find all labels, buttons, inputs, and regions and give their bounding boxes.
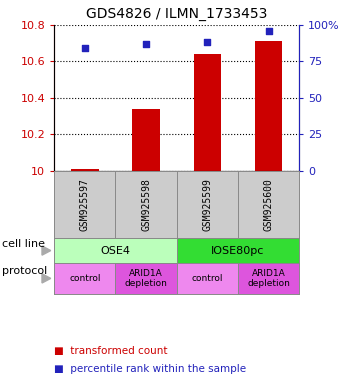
Bar bbox=[132, 109, 160, 171]
Text: ■  transformed count: ■ transformed count bbox=[54, 346, 168, 356]
Text: IOSE80pc: IOSE80pc bbox=[211, 245, 265, 256]
Text: control: control bbox=[192, 274, 223, 283]
Text: cell line: cell line bbox=[2, 238, 45, 249]
Polygon shape bbox=[42, 246, 51, 255]
Point bbox=[144, 41, 149, 47]
Text: ARID1A
depletion: ARID1A depletion bbox=[247, 269, 290, 288]
Point bbox=[82, 45, 88, 51]
Point bbox=[266, 28, 272, 34]
Bar bbox=[194, 54, 221, 171]
Point bbox=[204, 40, 210, 46]
Text: control: control bbox=[69, 274, 101, 283]
Polygon shape bbox=[42, 274, 51, 283]
Text: GSM925597: GSM925597 bbox=[80, 178, 90, 231]
Text: ■  percentile rank within the sample: ■ percentile rank within the sample bbox=[54, 364, 246, 374]
Text: GSM925598: GSM925598 bbox=[141, 178, 151, 231]
Title: GDS4826 / ILMN_1733453: GDS4826 / ILMN_1733453 bbox=[86, 7, 267, 21]
Text: protocol: protocol bbox=[2, 266, 47, 276]
Text: ARID1A
depletion: ARID1A depletion bbox=[125, 269, 168, 288]
Bar bbox=[255, 41, 282, 171]
Bar bbox=[71, 169, 99, 171]
Text: GSM925599: GSM925599 bbox=[202, 178, 212, 231]
Text: GSM925600: GSM925600 bbox=[264, 178, 274, 231]
Text: OSE4: OSE4 bbox=[100, 245, 131, 256]
